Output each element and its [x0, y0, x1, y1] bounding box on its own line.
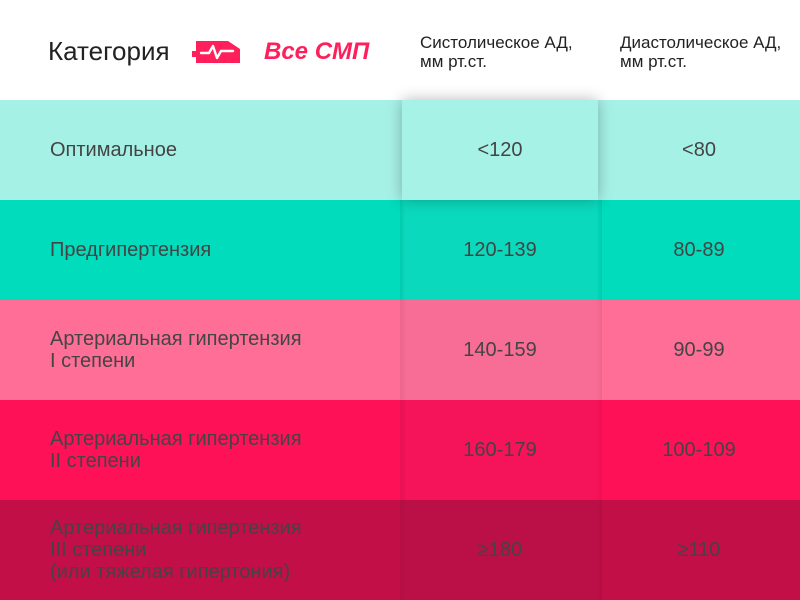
category-text: Артериальная гипертензия II степени: [50, 428, 302, 472]
category-column-header: Категория: [48, 36, 170, 66]
table-row: Предгипертензия 120-139 80-89: [0, 200, 800, 300]
column-divider: [596, 200, 602, 600]
systolic-column-header: Систолическое АД, мм рт.ст.: [420, 33, 573, 71]
brand-name: Все СМП: [264, 38, 370, 65]
diastolic-cell: <80: [598, 100, 800, 200]
category-cell: Артериальная гипертензия I степени: [0, 300, 402, 400]
systolic-cell: ≥180: [402, 500, 598, 600]
category-text: Артериальная гипертензия III степени (ил…: [50, 517, 302, 583]
diastolic-cell: 100-109: [598, 400, 800, 500]
brand-logo[interactable]: Все СМП: [192, 37, 369, 67]
systolic-cell: 160-179: [402, 400, 598, 500]
category-cell: Предгипертензия: [0, 200, 402, 300]
category-cell: Артериальная гипертензия II степени: [0, 400, 402, 500]
systolic-cell: <120: [402, 100, 598, 200]
category-text: Оптимальное: [50, 139, 177, 161]
category-text: Артериальная гипертензия I степени: [50, 328, 302, 372]
category-cell: Артериальная гипертензия III степени (ил…: [0, 500, 402, 600]
table-row: Артериальная гипертензия II степени 160-…: [0, 400, 800, 500]
category-text: Предгипертензия: [50, 239, 212, 261]
diastolic-cell: ≥110: [598, 500, 800, 600]
table-row: Оптимальное <120 <80: [0, 100, 800, 200]
category-cell: Оптимальное: [0, 100, 402, 200]
column-divider: [400, 200, 406, 600]
systolic-cell: 140-159: [402, 300, 598, 400]
diastolic-cell: 80-89: [598, 200, 800, 300]
diastolic-column-header: Диастолическое АД, мм рт.ст.: [620, 33, 782, 71]
diastolic-cell: 90-99: [598, 300, 800, 400]
table-header: Категория Все СМП Систолическое АД, мм р…: [0, 0, 800, 100]
table-row: Артериальная гипертензия III степени (ил…: [0, 500, 800, 600]
table-row: Артериальная гипертензия I степени 140-1…: [0, 300, 800, 400]
ambulance-icon: [192, 41, 240, 63]
systolic-cell: 120-139: [402, 200, 598, 300]
